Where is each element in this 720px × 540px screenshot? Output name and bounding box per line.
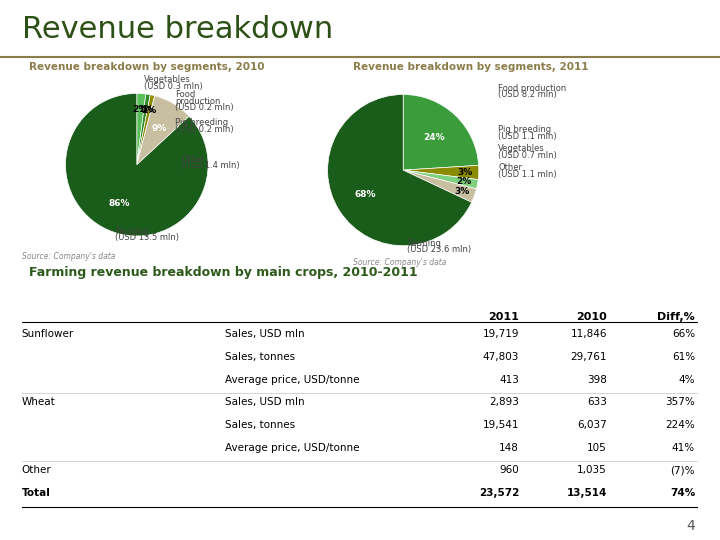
Text: Food production: Food production <box>498 84 567 93</box>
Wedge shape <box>137 94 155 165</box>
Text: Vegetables: Vegetables <box>144 75 191 84</box>
Text: Farming: Farming <box>407 239 441 248</box>
Text: 6,037: 6,037 <box>577 420 607 430</box>
Text: 3%: 3% <box>454 187 469 195</box>
Text: Other: Other <box>22 465 51 476</box>
Text: 74%: 74% <box>670 488 695 498</box>
Text: Wheat: Wheat <box>22 397 55 408</box>
Text: 66%: 66% <box>672 329 695 340</box>
Text: 24%: 24% <box>423 132 445 141</box>
Text: Sunflower: Sunflower <box>22 329 74 340</box>
Text: 11,846: 11,846 <box>570 329 607 340</box>
Text: 105: 105 <box>588 443 607 453</box>
Text: Other: Other <box>498 163 522 172</box>
Text: Pig breeding: Pig breeding <box>498 125 552 134</box>
Text: (USD 13.5 mln): (USD 13.5 mln) <box>115 233 179 242</box>
Wedge shape <box>403 165 479 180</box>
Text: 357%: 357% <box>665 397 695 408</box>
Wedge shape <box>137 96 189 165</box>
Text: Average price, USD/tonne: Average price, USD/tonne <box>225 375 359 385</box>
Text: (USD 1.4 mln): (USD 1.4 mln) <box>181 161 240 171</box>
Text: Farming revenue breakdown by main crops, 2010-2011: Farming revenue breakdown by main crops,… <box>29 266 418 280</box>
Text: production: production <box>175 97 220 106</box>
Text: 2011: 2011 <box>488 312 519 322</box>
Text: 398: 398 <box>587 375 607 385</box>
Text: Farming: Farming <box>115 227 149 236</box>
Text: 413: 413 <box>499 375 519 385</box>
Text: 633: 633 <box>587 397 607 408</box>
Text: Food: Food <box>175 90 195 99</box>
Text: 2010: 2010 <box>576 312 607 322</box>
Text: 13,514: 13,514 <box>567 488 607 498</box>
Text: (USD 23.6 mln): (USD 23.6 mln) <box>407 245 471 254</box>
Text: (USD 0.3 mln): (USD 0.3 mln) <box>144 82 203 91</box>
Text: Revenue breakdown by segments, 2010: Revenue breakdown by segments, 2010 <box>29 62 264 72</box>
Text: Revenue breakdown by segments, 2011: Revenue breakdown by segments, 2011 <box>353 62 588 72</box>
Text: (7)%: (7)% <box>670 465 695 476</box>
Text: Sales, tonnes: Sales, tonnes <box>225 420 294 430</box>
Text: 4%: 4% <box>678 375 695 385</box>
Text: 960: 960 <box>499 465 519 476</box>
Wedge shape <box>403 170 478 189</box>
Text: 148: 148 <box>499 443 519 453</box>
Text: (USD 0.2 mln): (USD 0.2 mln) <box>175 103 233 112</box>
Text: 9%: 9% <box>151 124 166 132</box>
Text: Source: Company's data: Source: Company's data <box>353 258 446 267</box>
Text: 4: 4 <box>686 519 695 534</box>
Text: 47,803: 47,803 <box>482 352 519 362</box>
Text: (USD 1.1 mln): (USD 1.1 mln) <box>498 132 557 141</box>
Wedge shape <box>137 93 146 165</box>
Text: 224%: 224% <box>665 420 695 430</box>
Text: (USD 1.1 mln): (USD 1.1 mln) <box>498 170 557 179</box>
Text: Sales, tonnes: Sales, tonnes <box>225 352 294 362</box>
Text: 3%: 3% <box>457 167 473 177</box>
Wedge shape <box>66 93 208 236</box>
Text: 1,035: 1,035 <box>577 465 607 476</box>
Text: 1%: 1% <box>141 106 157 115</box>
Text: 2%: 2% <box>456 177 472 186</box>
Text: Total: Total <box>22 488 50 498</box>
Text: 1%: 1% <box>138 105 153 114</box>
Text: Sales, USD mln: Sales, USD mln <box>225 397 305 408</box>
Text: Revenue breakdown: Revenue breakdown <box>22 15 333 44</box>
Text: Pig breeding: Pig breeding <box>175 118 228 127</box>
Text: (USD 0.2 mln): (USD 0.2 mln) <box>175 125 233 134</box>
Text: Source: Company's data: Source: Company's data <box>22 252 115 261</box>
Text: 19,719: 19,719 <box>482 329 519 340</box>
Wedge shape <box>137 94 150 165</box>
Text: 61%: 61% <box>672 352 695 362</box>
Text: 19,541: 19,541 <box>482 420 519 430</box>
Text: (USD 0.7 mln): (USD 0.7 mln) <box>498 151 557 160</box>
Text: Average price, USD/tonne: Average price, USD/tonne <box>225 443 359 453</box>
Wedge shape <box>328 94 472 246</box>
Text: (USD 8.2 mln): (USD 8.2 mln) <box>498 90 557 99</box>
Text: 2%: 2% <box>132 105 148 114</box>
Text: 41%: 41% <box>672 443 695 453</box>
Text: 68%: 68% <box>354 190 376 199</box>
Text: Other: Other <box>181 155 205 164</box>
Wedge shape <box>403 170 477 202</box>
Text: 23,572: 23,572 <box>479 488 519 498</box>
Wedge shape <box>403 94 479 170</box>
Text: 29,761: 29,761 <box>570 352 607 362</box>
Text: Diff,%: Diff,% <box>657 312 695 322</box>
Text: 86%: 86% <box>109 199 130 208</box>
Text: 2,893: 2,893 <box>489 397 519 408</box>
Text: Sales, USD mln: Sales, USD mln <box>225 329 305 340</box>
Text: Vegetables: Vegetables <box>498 144 545 153</box>
